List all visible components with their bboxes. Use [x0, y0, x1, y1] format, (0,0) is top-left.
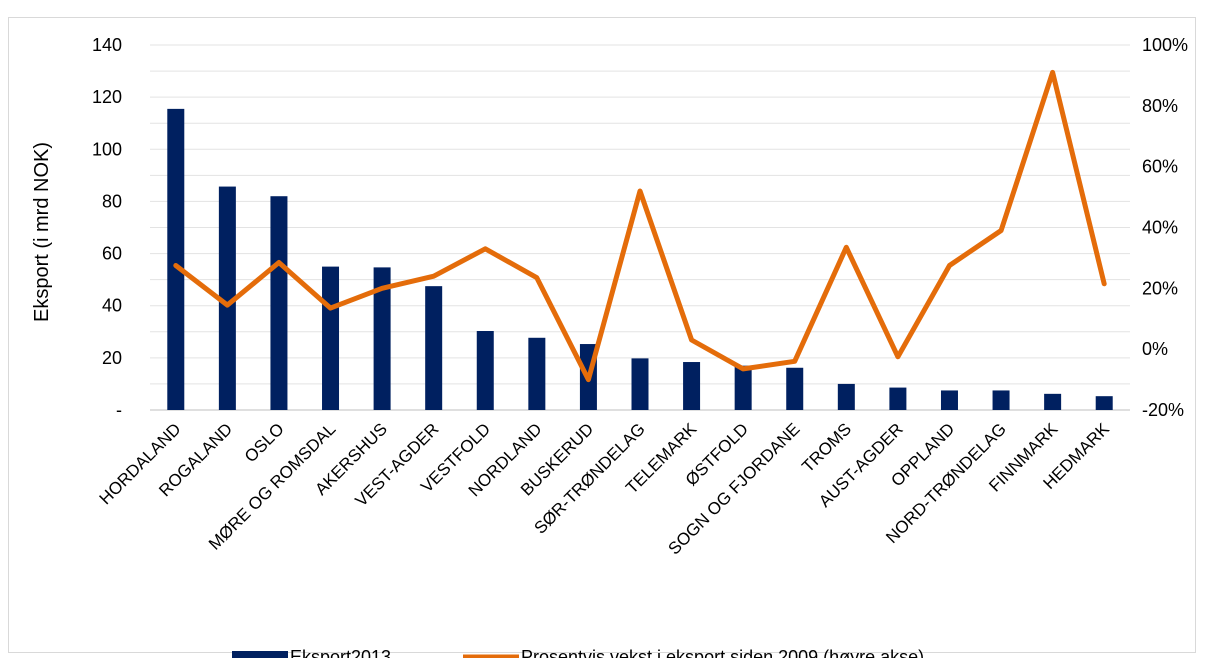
- right-tick-label: 20%: [1142, 278, 1178, 298]
- bar: [1044, 393, 1062, 410]
- category-label: OSLO: [241, 419, 288, 466]
- left-tick-label: 100: [92, 139, 122, 159]
- legend-bar-swatch: [232, 651, 288, 658]
- legend-bar-label: Eksport2013: [290, 647, 391, 658]
- left-tick-label: 120: [92, 87, 122, 107]
- bars: [167, 108, 1113, 410]
- bar: [476, 331, 494, 410]
- legend-line-label: Prosentvis vekst i eksport siden 2009 (h…: [521, 647, 924, 658]
- right-axis-ticks: -20% 0% 20% 40% 60% 80% 100%: [1142, 35, 1188, 420]
- y-axis-title: Eksport (i mrd NOK): [31, 142, 53, 322]
- bar: [270, 196, 288, 410]
- right-tick-label: 100%: [1142, 35, 1188, 55]
- bar: [373, 267, 391, 410]
- left-tick-label: 140: [92, 35, 122, 55]
- bar: [837, 383, 855, 410]
- bar: [683, 362, 701, 410]
- bar: [992, 390, 1010, 410]
- bar: [1095, 396, 1113, 410]
- left-tick-label: 80: [102, 191, 122, 211]
- left-tick-label: 20: [102, 348, 122, 368]
- right-tick-label: -20%: [1142, 400, 1184, 420]
- right-tick-label: 80%: [1142, 96, 1178, 116]
- gridlines: [150, 44, 1130, 411]
- left-tick-label: -: [116, 400, 122, 420]
- bar: [940, 390, 958, 410]
- right-tick-label: 40%: [1142, 218, 1178, 238]
- bar: [786, 367, 804, 410]
- left-tick-label: 40: [102, 296, 122, 316]
- bar: [631, 358, 649, 410]
- right-tick-label: 0%: [1142, 339, 1168, 359]
- bar: [322, 266, 340, 410]
- growth-line: [173, 69, 1107, 383]
- bar: [218, 186, 236, 410]
- left-axis-ticks: - 20 40 60 80 100 120 140: [92, 35, 122, 420]
- legend: Eksport2013 Prosentvis vekst i eksport s…: [232, 647, 924, 658]
- bar: [528, 337, 546, 410]
- bar: [889, 387, 907, 410]
- bar: [734, 365, 752, 410]
- bar: [425, 286, 443, 410]
- line-layer: [173, 69, 1107, 383]
- left-tick-label: 60: [102, 244, 122, 264]
- right-tick-label: 60%: [1142, 157, 1178, 177]
- bar: [167, 108, 185, 410]
